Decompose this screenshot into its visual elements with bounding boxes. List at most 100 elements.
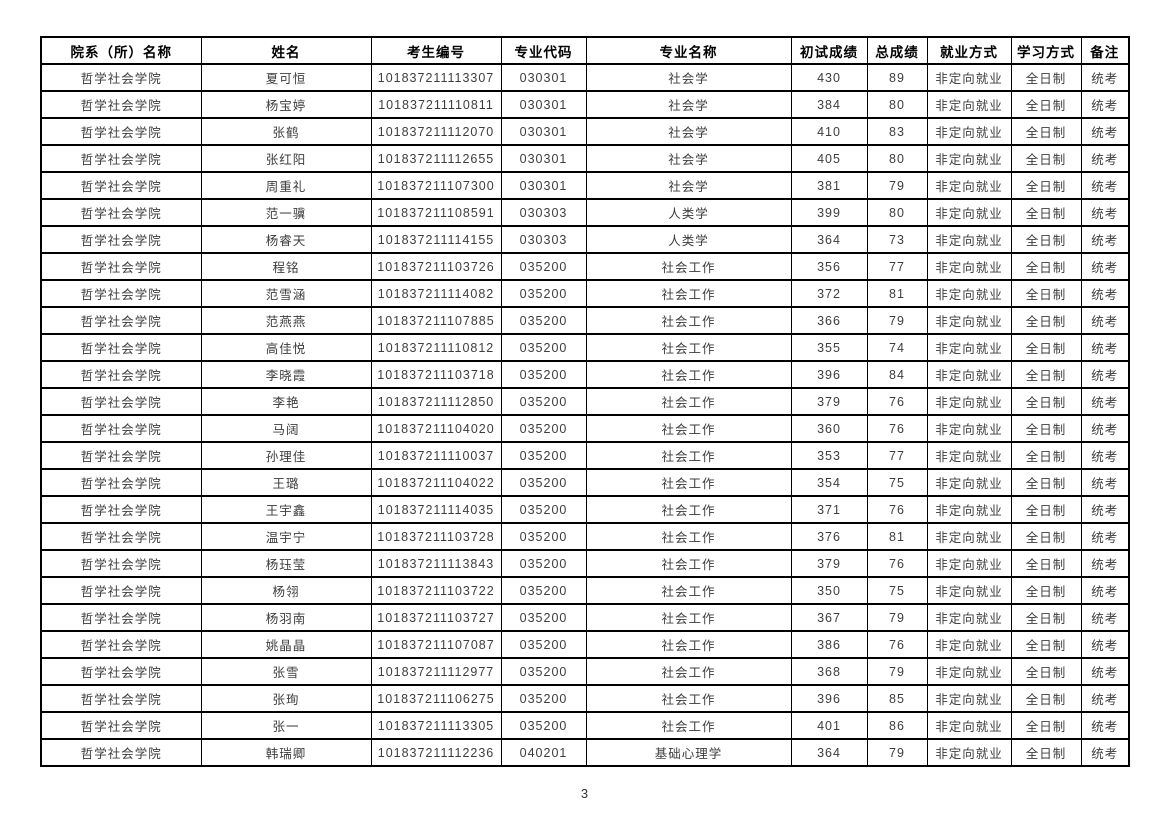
table-cell: 80: [866, 90, 928, 119]
table-cell: 张鹤: [200, 117, 372, 146]
table-cell: 035200: [500, 603, 587, 632]
table-cell: 035200: [500, 414, 587, 443]
table-cell: 哲学社会学院: [40, 630, 202, 659]
table-cell: 76: [866, 549, 928, 578]
table-cell: 统考: [1080, 711, 1130, 740]
table-cell: 哲学社会学院: [40, 144, 202, 173]
table-cell: 386: [790, 630, 868, 659]
table-cell: 非定向就业: [926, 63, 1012, 92]
table-cell: 基础心理学: [585, 738, 792, 767]
table-cell: 76: [866, 495, 928, 524]
table-cell: 030301: [500, 117, 587, 146]
table-cell: 哲学社会学院: [40, 171, 202, 200]
table-cell: 非定向就业: [926, 252, 1012, 281]
table-cell: 101837211110811: [370, 90, 502, 119]
table-cell: 396: [790, 360, 868, 389]
table-cell: 社会工作: [585, 495, 792, 524]
table-cell: 非定向就业: [926, 549, 1012, 578]
table-cell: 统考: [1080, 630, 1130, 659]
table-cell: 哲学社会学院: [40, 306, 202, 335]
table-row: 哲学社会学院 杨翎 101837211103722 035200 社会工作 350 75 非定…: [40, 576, 1130, 605]
table-row: 哲学社会学院 程铭 101837211103726 035200 社会工作 356 77 非定…: [40, 252, 1130, 281]
table-cell: 全日制: [1010, 522, 1082, 551]
table-cell: 统考: [1080, 360, 1130, 389]
table-cell: 统考: [1080, 90, 1130, 119]
table-cell: 统考: [1080, 495, 1130, 524]
table-cell: 040201: [500, 738, 587, 767]
table-cell: 410: [790, 117, 868, 146]
table-cell: 哲学社会学院: [40, 522, 202, 551]
table-cell: 101837211104022: [370, 468, 502, 497]
table-cell: 101837211112236: [370, 738, 502, 767]
table-cell: 80: [866, 144, 928, 173]
table-cell: 非定向就业: [926, 495, 1012, 524]
table-row: 哲学社会学院 韩瑞卿 101837211112236 040201 基础心理学 364 79…: [40, 738, 1130, 767]
table-cell: 统考: [1080, 414, 1130, 443]
table-cell: 统考: [1080, 198, 1130, 227]
table-cell: 79: [866, 657, 928, 686]
table-cell: 社会工作: [585, 657, 792, 686]
table-cell: 统考: [1080, 333, 1130, 362]
table-cell: 101837211113305: [370, 711, 502, 740]
table-cell: 全日制: [1010, 144, 1082, 173]
table-cell: 384: [790, 90, 868, 119]
table-cell: 83: [866, 117, 928, 146]
table-cell: 哲学社会学院: [40, 414, 202, 443]
table-cell: 全日制: [1010, 468, 1082, 497]
table-cell: 杨翎: [200, 576, 372, 605]
table-cell: 全日制: [1010, 63, 1082, 92]
table-body: 哲学社会学院 夏可恒 101837211113307 030301 社会学 430 89 非定…: [40, 63, 1130, 767]
table-cell: 哲学社会学院: [40, 198, 202, 227]
table-cell: 社会学: [585, 90, 792, 119]
table-cell: 统考: [1080, 387, 1130, 416]
table-row: 哲学社会学院 李晓霞 101837211103718 035200 社会工作 396 84 非…: [40, 360, 1130, 389]
table-cell: 030301: [500, 90, 587, 119]
table-cell: 372: [790, 279, 868, 308]
table-cell: 哲学社会学院: [40, 684, 202, 713]
table-cell: 035200: [500, 252, 587, 281]
table-cell: 非定向就业: [926, 279, 1012, 308]
table-cell: 全日制: [1010, 360, 1082, 389]
table-cell: 杨睿天: [200, 225, 372, 254]
table-row: 哲学社会学院 范雪涵 101837211114082 035200 社会工作 372 81 非…: [40, 279, 1130, 308]
table-cell: 非定向就业: [926, 522, 1012, 551]
table-cell: 统考: [1080, 63, 1130, 92]
table-cell: 035200: [500, 711, 587, 740]
table-cell: 371: [790, 495, 868, 524]
table-cell: 非定向就业: [926, 144, 1012, 173]
table-row: 哲学社会学院 杨珏莹 101837211113843 035200 社会工作 379 76 非…: [40, 549, 1130, 578]
table-cell: 全日制: [1010, 684, 1082, 713]
table-cell: 367: [790, 603, 868, 632]
table-cell: 全日制: [1010, 495, 1082, 524]
table-cell: 社会工作: [585, 576, 792, 605]
table-cell: 全日制: [1010, 117, 1082, 146]
table-cell: 全日制: [1010, 252, 1082, 281]
table-cell: 355: [790, 333, 868, 362]
table-cell: 社会工作: [585, 360, 792, 389]
table-cell: 统考: [1080, 576, 1130, 605]
table-cell: 030301: [500, 171, 587, 200]
table-cell: 全日制: [1010, 576, 1082, 605]
table-cell: 社会工作: [585, 522, 792, 551]
table-cell: 哲学社会学院: [40, 387, 202, 416]
table-cell: 101837211107885: [370, 306, 502, 335]
header-cell-2: 考生编号: [370, 36, 502, 65]
table-cell: 哲学社会学院: [40, 225, 202, 254]
table-cell: 李晓霞: [200, 360, 372, 389]
table-cell: 77: [866, 252, 928, 281]
table-cell: 统考: [1080, 657, 1130, 686]
table-cell: 80: [866, 198, 928, 227]
table-cell: 非定向就业: [926, 711, 1012, 740]
table-cell: 430: [790, 63, 868, 92]
table-cell: 人类学: [585, 198, 792, 227]
table-cell: 76: [866, 387, 928, 416]
table-cell: 社会工作: [585, 252, 792, 281]
table-cell: 035200: [500, 468, 587, 497]
table-header-row: 院系（所）名称 姓名 考生编号 专业代码 专业名称 初试成绩 总成绩 就业方式 学习方式 备注: [40, 36, 1130, 65]
table-cell: 非定向就业: [926, 576, 1012, 605]
table-cell: 哲学社会学院: [40, 63, 202, 92]
table-cell: 非定向就业: [926, 90, 1012, 119]
table-cell: 75: [866, 576, 928, 605]
table-cell: 364: [790, 738, 868, 767]
table-cell: 人类学: [585, 225, 792, 254]
